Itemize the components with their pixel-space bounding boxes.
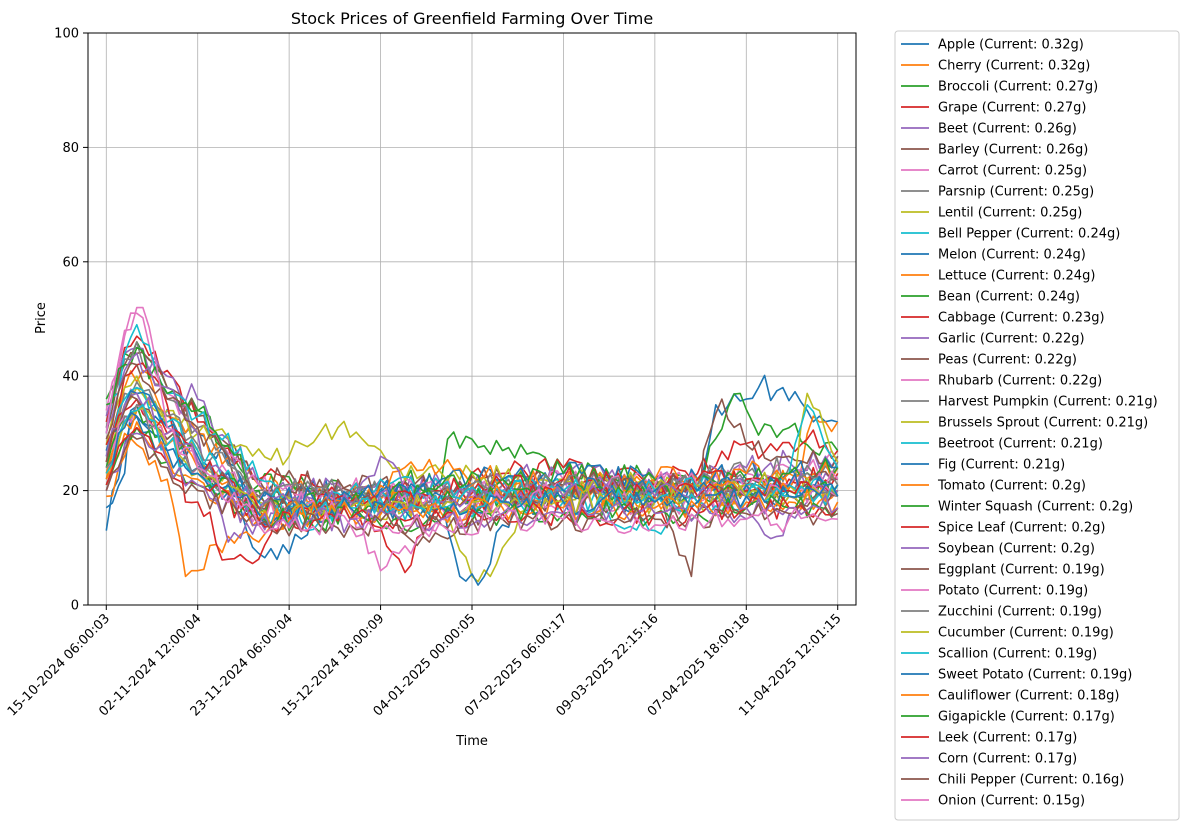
legend: Apple (Current: 0.32g) Cherry (Current: 0… <box>894 30 1180 821</box>
legend-entry: Melon (Current: 0.24g) <box>938 248 1086 263</box>
series-line <box>105 306 838 538</box>
legend-entry: Cauliflower (Current: 0.18g) <box>938 689 1119 704</box>
series-line <box>105 426 839 533</box>
legend-entry: Soybean (Current: 0.2g) <box>938 542 1095 557</box>
legend-entry: Cabbage (Current: 0.23g) <box>938 311 1105 326</box>
legend-entry: Garlic (Current: 0.22g) <box>938 332 1085 347</box>
legend-entry: Lentil (Current: 0.25g) <box>938 206 1082 221</box>
legend-entry: Cucumber (Current: 0.19g) <box>938 626 1114 641</box>
legend-entry: Fig (Current: 0.21g) <box>938 458 1065 473</box>
legend-entry: Harvest Pumpkin (Current: 0.21g) <box>938 395 1158 410</box>
legend-entry: Beet (Current: 0.26g) <box>938 122 1077 137</box>
series-line <box>105 432 839 534</box>
legend-entry: Brussels Sprout (Current: 0.21g) <box>938 416 1148 431</box>
series-line <box>105 362 839 574</box>
series-line <box>105 411 839 526</box>
y-axis-label: Price <box>34 302 49 334</box>
legend-entry: Zucchini (Current: 0.19g) <box>938 605 1102 620</box>
legend-entry: Potato (Current: 0.19g) <box>938 584 1088 599</box>
series-line <box>106 437 839 578</box>
plot-frame <box>87 32 857 606</box>
legend-entry: Carrot (Current: 0.25g) <box>938 164 1087 179</box>
legend-entry: Scallion (Current: 0.19g) <box>938 647 1097 662</box>
legend-entry: Bean (Current: 0.24g) <box>938 290 1080 305</box>
legend-entry: Lettuce (Current: 0.24g) <box>938 269 1095 284</box>
legend-entry: Chili Pepper (Current: 0.16g) <box>938 773 1124 788</box>
legend-entry: Sweet Potato (Current: 0.19g) <box>938 668 1132 683</box>
legend-entry: Winter Squash (Current: 0.2g) <box>938 500 1133 515</box>
legend-entry: Bell Pepper (Current: 0.24g) <box>938 227 1120 242</box>
legend-entry: Gigapickle (Current: 0.17g) <box>938 710 1115 725</box>
y-tick-label: 80 <box>62 141 79 156</box>
legend-entry: Leek (Current: 0.17g) <box>938 731 1077 746</box>
legend-entry: Onion (Current: 0.15g) <box>938 794 1085 809</box>
y-tick-label: 40 <box>62 370 79 385</box>
legend-entry: Parsnip (Current: 0.25g) <box>938 185 1094 200</box>
legend-entry: Rhubarb (Current: 0.22g) <box>938 374 1102 389</box>
series-line <box>105 421 839 531</box>
legend-entry: Barley (Current: 0.26g) <box>938 143 1088 158</box>
legend-entry: Apple (Current: 0.32g) <box>938 38 1084 53</box>
chart-title: Stock Prices of Greenfield Farming Over … <box>291 9 653 28</box>
legend-entry: Broccoli (Current: 0.27g) <box>938 80 1098 95</box>
legend-entry: Corn (Current: 0.17g) <box>938 752 1077 767</box>
y-tick-label: 0 <box>71 599 79 614</box>
legend-entry: Spice Leaf (Current: 0.2g) <box>938 521 1106 536</box>
series-line <box>105 351 839 578</box>
series-line <box>105 433 839 539</box>
legend-entry: Peas (Current: 0.22g) <box>938 353 1077 368</box>
y-tick-label: 60 <box>62 255 79 270</box>
lines-layer <box>105 306 839 586</box>
y-tick-label: 20 <box>62 484 79 499</box>
legend-entry: Cherry (Current: 0.32g) <box>938 59 1090 74</box>
legend-entry: Eggplant (Current: 0.19g) <box>938 563 1105 578</box>
x-axis-label: Time <box>455 734 488 749</box>
legend-entry: Grape (Current: 0.27g) <box>938 101 1086 116</box>
legend-entry: Tomato (Current: 0.2g) <box>937 479 1086 494</box>
y-tick-label: 100 <box>54 27 79 42</box>
legend-entry: Beetroot (Current: 0.21g) <box>938 437 1103 452</box>
legend-box <box>894 30 1180 821</box>
